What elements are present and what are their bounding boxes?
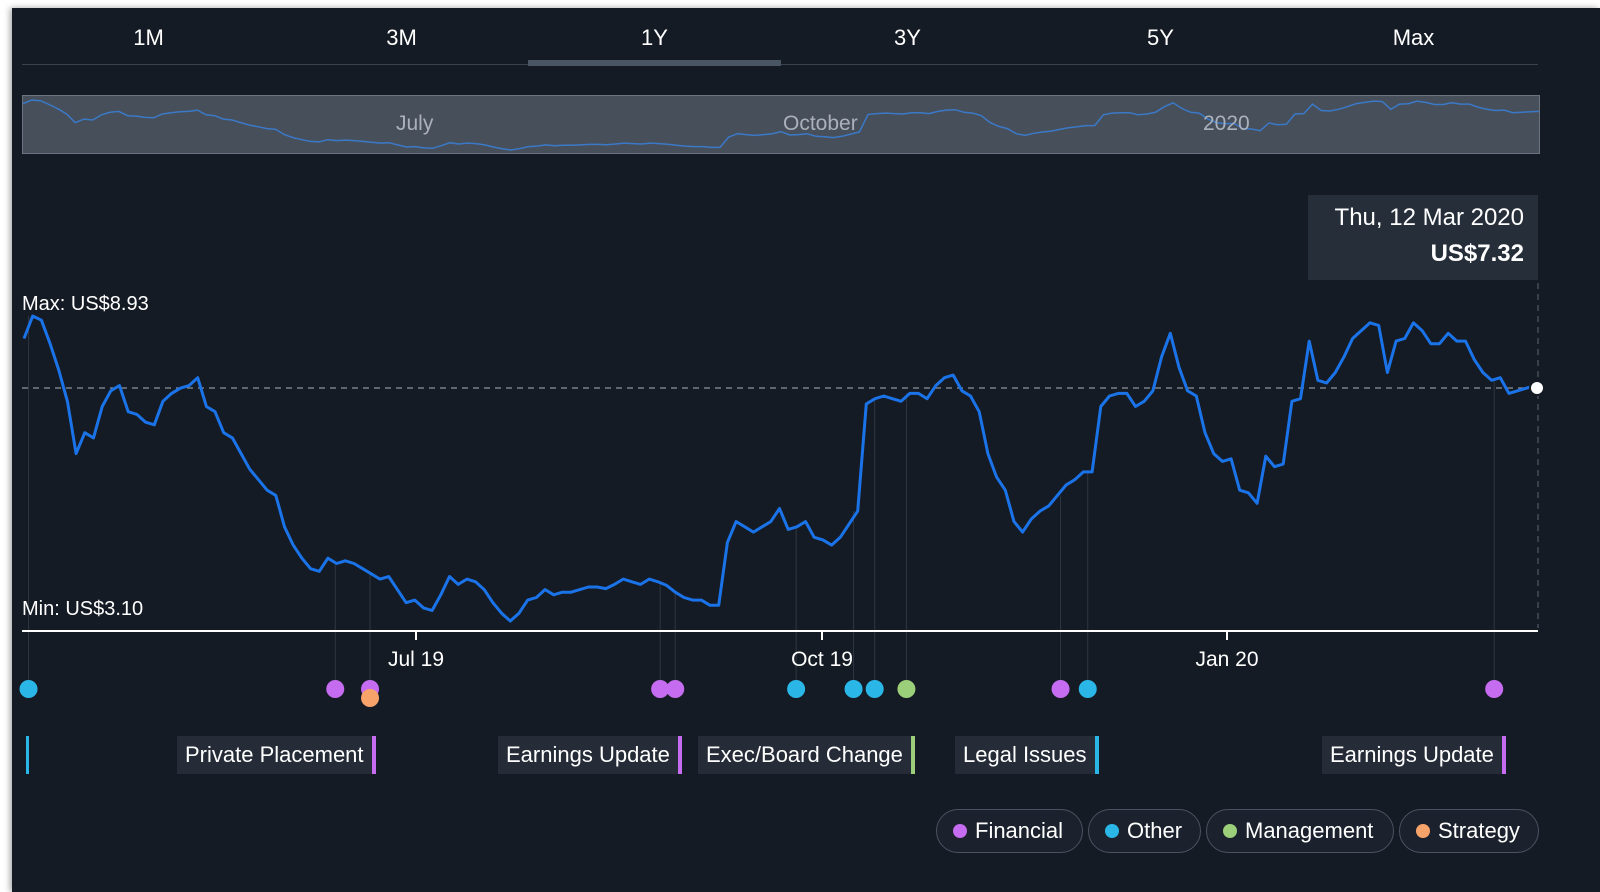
price-tooltip: Thu, 12 Mar 2020 US$7.32: [1308, 195, 1538, 280]
navigator-label-july: July: [396, 112, 434, 135]
legend-dot: [1416, 824, 1430, 838]
tab-5y[interactable]: 5Y: [1147, 25, 1174, 50]
tab-1m[interactable]: 1M: [133, 25, 164, 50]
event-dot-financial[interactable]: [1051, 680, 1070, 698]
event-dot-financial[interactable]: [666, 680, 685, 698]
tooltip-value: US$7.32: [1430, 240, 1524, 267]
max-price-label: Max: US$8.93: [22, 293, 149, 315]
legend-label: Management: [1245, 818, 1374, 843]
event-label-earnings-update-2[interactable]: Earnings Update: [1322, 736, 1506, 774]
event-label-private-placement[interactable]: Private Placement: [177, 736, 376, 774]
navigator-label-2020: 2020: [1203, 112, 1250, 135]
legend-strategy[interactable]: Strategy: [1399, 809, 1539, 853]
legend-dot: [1223, 824, 1237, 838]
tooltip-date: Thu, 12 Mar 2020: [1334, 204, 1524, 231]
legend-dot: [953, 824, 967, 838]
event-label-bar: [910, 736, 915, 774]
timeframe-tabs: 1M 3M 1Y 3Y 5Y Max: [22, 8, 1538, 66]
event-label-bar: [1501, 736, 1506, 774]
event-label-bar: [371, 736, 376, 774]
event-dot-other[interactable]: [844, 680, 863, 698]
event-label-text: Earnings Update: [506, 742, 670, 767]
navigator-label-october: October: [783, 112, 858, 135]
tab-max[interactable]: Max: [1392, 25, 1435, 50]
legend-financial[interactable]: Financial: [936, 809, 1083, 853]
event-label-bar-other[interactable]: [26, 736, 29, 774]
event-label-earnings-update[interactable]: Earnings Update: [498, 736, 682, 774]
event-label-text: Earnings Update: [1330, 742, 1494, 767]
event-dot-other[interactable]: [865, 680, 884, 698]
event-dot-financial[interactable]: [651, 680, 670, 698]
price-line: [22, 314, 1536, 623]
event-dot-financial[interactable]: [1485, 680, 1504, 698]
legend-other[interactable]: Other: [1088, 809, 1201, 853]
min-price-label: Min: US$3.10: [22, 598, 143, 620]
event-label-text: Legal Issues: [963, 742, 1087, 767]
event-label-exec-board-change[interactable]: Exec/Board Change: [698, 736, 915, 774]
x-tick-label-jul19: Jul 19: [388, 648, 444, 671]
navigator-sparkline: [23, 99, 1539, 151]
event-dot-other[interactable]: [19, 680, 38, 698]
event-dot-strategy[interactable]: [361, 689, 380, 707]
event-label-bar: [1094, 736, 1099, 774]
event-dot-other[interactable]: [787, 680, 806, 698]
event-label-text: Exec/Board Change: [706, 742, 903, 767]
tab-3m[interactable]: 3M: [386, 25, 417, 50]
event-label-bar: [677, 736, 682, 774]
event-dot-other[interactable]: [1078, 680, 1097, 698]
current-point: [1529, 380, 1545, 396]
x-tick-label-oct19: Oct 19: [791, 648, 853, 671]
event-dot-financial[interactable]: [326, 680, 345, 698]
event-label-text: Private Placement: [185, 742, 364, 767]
event-dot-management[interactable]: [897, 680, 916, 698]
legend-dot: [1105, 824, 1119, 838]
price-chart[interactable]: Jul 19 Oct 19 Jan 20 Max: US$8.93 Min: U…: [12, 8, 1600, 892]
tab-3y[interactable]: 3Y: [894, 25, 921, 50]
navigator-line: [23, 99, 1539, 151]
tab-1y[interactable]: 1Y: [528, 8, 781, 66]
legend-label: Financial: [975, 818, 1064, 843]
range-navigator[interactable]: July October 2020: [22, 95, 1540, 154]
x-tick-label-jan20: Jan 20: [1195, 648, 1258, 671]
legend-label: Other: [1127, 818, 1183, 843]
event-label-legal-issues[interactable]: Legal Issues: [955, 736, 1099, 774]
chart-panel: 1M 3M 1Y 3Y 5Y Max July October 2020 Jul…: [12, 8, 1600, 892]
legend-management[interactable]: Management: [1206, 809, 1394, 853]
legend-label: Strategy: [1438, 818, 1520, 843]
